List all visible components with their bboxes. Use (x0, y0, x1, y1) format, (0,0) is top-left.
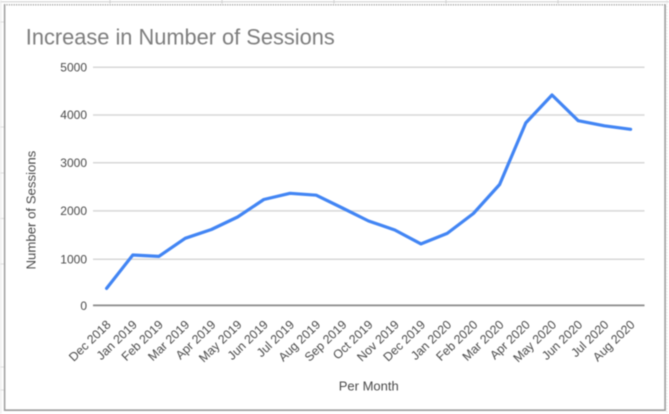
svg-text:Increase in Number of Sessions: Increase in Number of Sessions (26, 25, 335, 50)
svg-text:Per Month: Per Month (339, 379, 399, 394)
svg-text:3000: 3000 (60, 156, 87, 170)
svg-text:1000: 1000 (60, 252, 87, 266)
svg-text:4000: 4000 (60, 108, 87, 122)
svg-text:2000: 2000 (60, 204, 87, 218)
svg-text:5000: 5000 (60, 60, 87, 74)
svg-text:0: 0 (80, 299, 87, 313)
svg-text:Number of Sessions: Number of Sessions (24, 150, 39, 269)
